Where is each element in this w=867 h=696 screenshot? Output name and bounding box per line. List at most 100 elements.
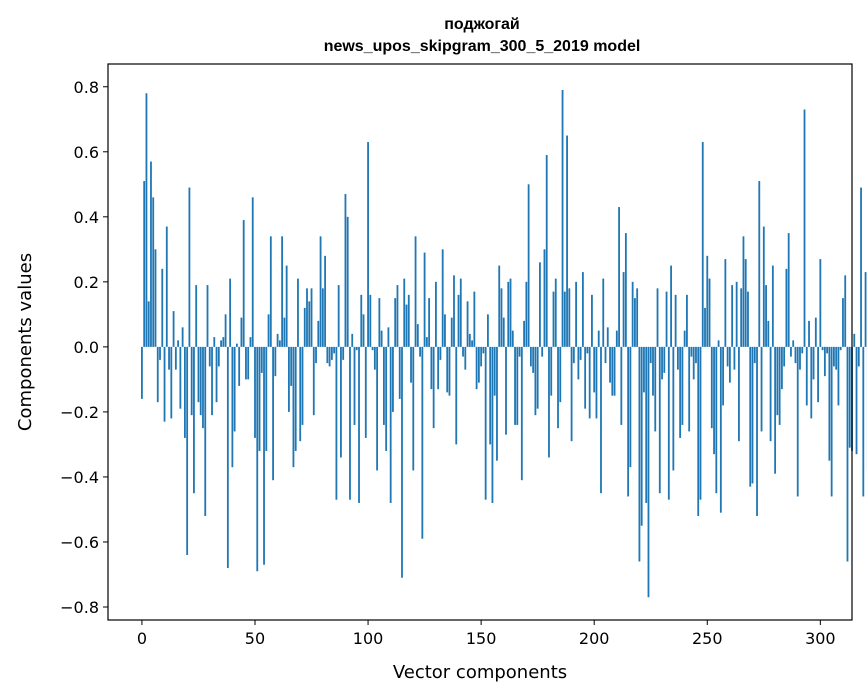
bar-134 xyxy=(444,314,446,347)
bar-98 xyxy=(362,314,365,347)
bar-267 xyxy=(744,259,747,347)
bar-182 xyxy=(552,291,555,347)
bars-group xyxy=(141,90,867,598)
bar-2 xyxy=(145,93,148,347)
bar-281 xyxy=(776,346,779,416)
bar-158 xyxy=(498,265,501,347)
bar-278 xyxy=(769,346,772,442)
bar-173 xyxy=(532,346,535,373)
bar-274 xyxy=(760,346,763,432)
bar-16 xyxy=(177,340,180,347)
bar-199 xyxy=(591,294,593,347)
bar-18 xyxy=(181,327,184,347)
plot-frame xyxy=(107,63,853,621)
x-tick-label: 300 xyxy=(805,629,836,648)
bar-59 xyxy=(274,346,277,377)
bar-95 xyxy=(355,346,358,351)
bar-283 xyxy=(780,346,783,390)
y-tick-label: 0.2 xyxy=(74,273,99,292)
chart-title: поджогай xyxy=(444,16,520,33)
bar-54 xyxy=(263,346,265,565)
bar-11 xyxy=(165,226,168,347)
bar-288 xyxy=(792,340,795,347)
bar-107 xyxy=(382,346,385,425)
bar-28 xyxy=(204,346,207,516)
bar-53 xyxy=(260,346,263,373)
bar-291 xyxy=(799,346,801,370)
bar-266 xyxy=(742,236,745,347)
bar-87 xyxy=(337,285,340,347)
bar-312 xyxy=(846,346,849,562)
bar-200 xyxy=(593,346,596,393)
bar-238 xyxy=(679,346,682,438)
bar-229 xyxy=(658,346,661,494)
bar-222 xyxy=(643,346,645,393)
bar-143 xyxy=(464,346,467,370)
bar-304 xyxy=(828,346,831,461)
bar-256 xyxy=(719,346,722,513)
bar-110 xyxy=(389,346,392,503)
bar-24 xyxy=(195,285,198,347)
bar-269 xyxy=(749,346,752,487)
bar-63 xyxy=(283,317,286,347)
bar-162 xyxy=(507,281,510,347)
bar-172 xyxy=(529,346,532,367)
bar-103 xyxy=(373,346,376,370)
bar-244 xyxy=(692,346,695,380)
bar-276 xyxy=(765,285,767,347)
bar-224 xyxy=(647,346,650,598)
bar-193 xyxy=(577,346,580,380)
bar-175 xyxy=(536,346,539,409)
bar-275 xyxy=(762,226,765,347)
bar-111 xyxy=(392,346,394,412)
bar-86 xyxy=(335,346,338,500)
bar-118 xyxy=(407,294,410,347)
bar-30 xyxy=(208,346,211,367)
bar-40 xyxy=(231,346,234,468)
bar-44 xyxy=(240,317,243,347)
bar-136 xyxy=(448,346,451,396)
bar-264 xyxy=(738,346,740,442)
bar-149 xyxy=(477,346,480,383)
bar-197 xyxy=(586,346,589,354)
bar-295 xyxy=(808,320,810,347)
bar-152 xyxy=(484,346,487,500)
bar-92 xyxy=(349,346,351,500)
bar-94 xyxy=(353,346,356,425)
x-tick-label: 200 xyxy=(579,629,610,648)
bar-22 xyxy=(190,346,193,416)
bar-43 xyxy=(238,346,241,386)
bar-310 xyxy=(842,298,844,347)
bar-216 xyxy=(629,346,632,468)
bar-25 xyxy=(197,346,200,403)
bar-15 xyxy=(174,346,177,370)
bar-248 xyxy=(701,142,704,347)
bar-226 xyxy=(652,346,654,396)
bar-27 xyxy=(202,346,204,429)
bar-209 xyxy=(613,346,616,396)
y-tick-label: −0.8 xyxy=(60,598,99,617)
bar-240 xyxy=(683,330,686,347)
bar-80 xyxy=(321,288,324,347)
bar-99 xyxy=(364,346,367,438)
bar-146 xyxy=(471,340,473,347)
bar-221 xyxy=(640,346,643,526)
bar-126 xyxy=(425,337,428,347)
bar-259 xyxy=(726,346,729,367)
bar-230 xyxy=(661,346,663,380)
bar-145 xyxy=(468,333,471,347)
bar-36 xyxy=(222,337,225,347)
bar-65 xyxy=(288,346,290,412)
bar-196 xyxy=(584,346,587,409)
bar-61 xyxy=(278,340,281,347)
bar-239 xyxy=(681,346,684,425)
bar-124 xyxy=(421,346,424,539)
bar-231 xyxy=(663,346,666,373)
bar-265 xyxy=(740,288,743,347)
bar-177 xyxy=(541,346,544,357)
bar-194 xyxy=(579,346,582,360)
bar-79 xyxy=(319,236,322,347)
bar-203 xyxy=(600,346,602,494)
bar-319 xyxy=(862,346,865,497)
